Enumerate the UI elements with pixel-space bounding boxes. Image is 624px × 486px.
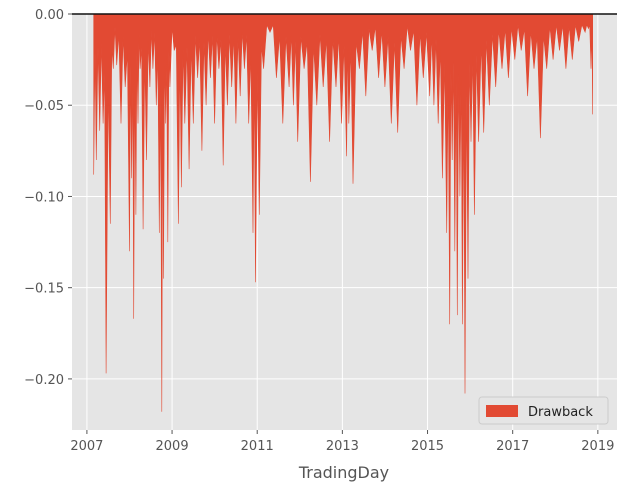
x-axis-label: TradingDay (298, 463, 389, 482)
y-tick-label: −0.05 (24, 99, 64, 114)
x-tick-label: 2019 (581, 439, 614, 454)
legend[interactable]: Drawback (478, 396, 609, 425)
legend-frame (478, 396, 609, 425)
axis-ticks: 2007 2009 2011 2013 2015 2017 2019 0.00 −0.05 −0.… (24, 8, 617, 454)
x-tick-label: 2011 (241, 439, 274, 454)
y-tick-label: 0.00 (35, 8, 64, 23)
legend-swatch-drawback (486, 405, 518, 417)
y-tick-label: −0.20 (24, 373, 64, 388)
x-tick-label: 2015 (411, 439, 444, 454)
drawback-area (93, 13, 593, 412)
x-tick-label: 2013 (326, 439, 359, 454)
x-tick-label: 2007 (70, 439, 103, 454)
x-tick-label: 2009 (156, 439, 189, 454)
legend-label-drawback: Drawback (528, 405, 593, 420)
y-tick-label: −0.10 (24, 190, 64, 205)
y-tick-label: −0.15 (24, 282, 64, 297)
x-tick-label: 2017 (496, 439, 529, 454)
